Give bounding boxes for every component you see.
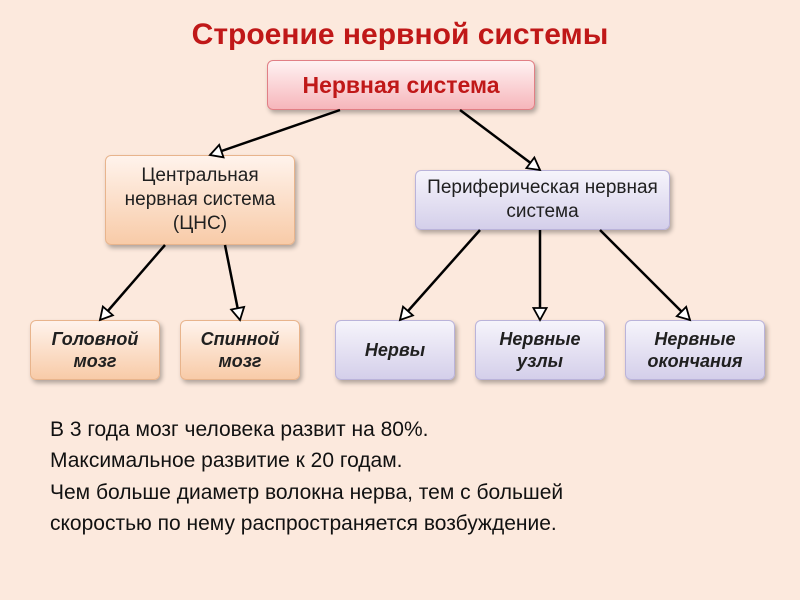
facts-block: В 3 года мозг человека развит на 80%. Ма… <box>50 415 750 541</box>
node-pns-label: Периферическая нервная система <box>420 176 665 224</box>
node-ganglia-label: Нервные узлы <box>480 328 600 373</box>
fact-line: Максимальное развитие к 20 годам. <box>50 446 750 475</box>
node-cns: Центральная нервная система (ЦНС) <box>105 155 295 245</box>
fact-line: скоростью по нему распространяется возбу… <box>50 509 750 538</box>
node-root: Нервная система <box>267 60 535 110</box>
page-title: Строение нервной системы <box>0 18 800 52</box>
node-root-label: Нервная система <box>302 71 499 100</box>
node-brain: Головной мозг <box>30 320 160 380</box>
node-cns-label: Центральная нервная система (ЦНС) <box>110 164 290 235</box>
node-endings-label: Нервные окончания <box>630 328 760 373</box>
title-text: Строение нервной системы <box>192 18 609 51</box>
fact-line: Чем больше диаметр волокна нерва, тем с … <box>50 478 750 507</box>
node-nerves-label: Нервы <box>365 339 425 362</box>
fact-line: В 3 года мозг человека развит на 80%. <box>50 415 750 444</box>
node-endings: Нервные окончания <box>625 320 765 380</box>
node-pns: Периферическая нервная система <box>415 170 670 230</box>
node-ganglia: Нервные узлы <box>475 320 605 380</box>
node-nerves: Нервы <box>335 320 455 380</box>
node-brain-label: Головной мозг <box>35 328 155 373</box>
node-spinal-label: Спинной мозг <box>185 328 295 373</box>
node-spinal: Спинной мозг <box>180 320 300 380</box>
